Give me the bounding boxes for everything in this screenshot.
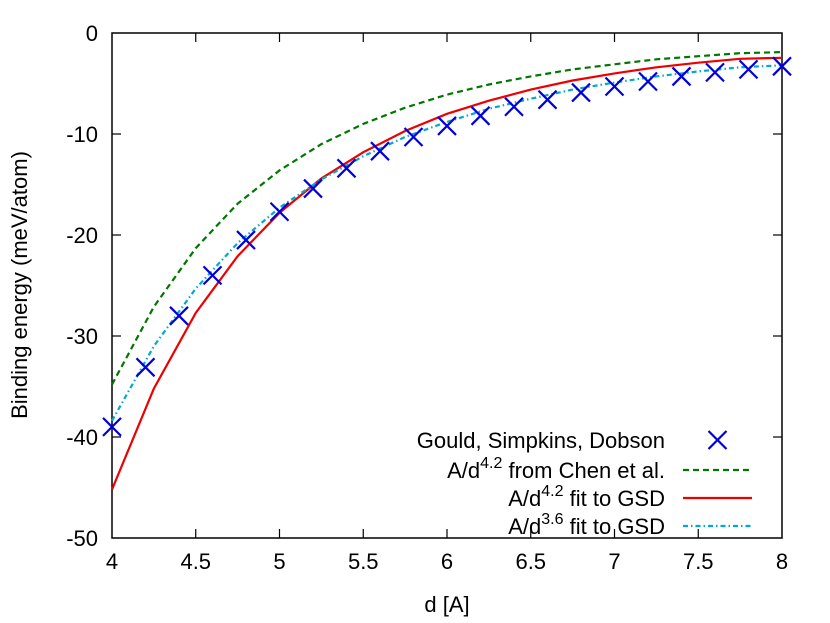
data-point xyxy=(537,89,558,110)
data-point xyxy=(470,106,491,126)
x-tick-label: 5 xyxy=(273,549,285,574)
x-axis-label: d [A] xyxy=(424,592,469,617)
series-line xyxy=(111,64,783,422)
data-point xyxy=(370,141,390,161)
x-tick-label: 4 xyxy=(106,549,118,574)
data-point xyxy=(504,96,524,117)
axis-tick-labels: 4 4.5 5 5.5 6 6.5 7 7.5 8 0 -10 -20 -30 -40 -50 xyxy=(66,21,788,574)
x-tick-label: 6 xyxy=(441,549,453,574)
legend-label: A/d4.2 fit to GSD xyxy=(508,483,665,511)
data-point xyxy=(638,71,658,92)
series-line xyxy=(111,51,783,386)
data-point xyxy=(571,82,591,103)
legend-label: A/d3.6 fit to GSD xyxy=(508,511,665,539)
data-point xyxy=(169,306,189,326)
y-axis-label: Binding energy (meV/atom) xyxy=(7,151,32,419)
data-point xyxy=(269,201,290,222)
x-tick-label: 6.5 xyxy=(515,549,546,574)
data-point xyxy=(135,357,156,378)
y-tick-label: -50 xyxy=(66,526,98,551)
data-point xyxy=(403,127,424,147)
y-tick-label: 0 xyxy=(86,21,98,46)
series-layer xyxy=(102,51,792,490)
x-tick-label: 7.5 xyxy=(683,549,714,574)
data-point xyxy=(202,265,223,286)
data-point xyxy=(772,56,792,77)
data-point xyxy=(336,158,357,179)
series-line xyxy=(110,56,783,490)
data-point xyxy=(705,62,725,83)
data-point xyxy=(437,116,457,136)
x-tick-label: 5.5 xyxy=(348,549,379,574)
x-tick-label: 4.5 xyxy=(180,549,211,574)
data-point xyxy=(738,59,759,80)
x-tick-label: 8 xyxy=(776,549,788,574)
data-point xyxy=(604,76,625,97)
legend-marker-sample xyxy=(707,430,728,450)
y-tick-label: -40 xyxy=(66,425,98,450)
y-tick-label: -10 xyxy=(66,122,98,147)
data-point xyxy=(303,178,323,199)
axis-ticks xyxy=(112,33,782,538)
legend-label: A/d4.2 from Chen et al. xyxy=(447,455,665,483)
legend-label: Gould, Simpkins, Dobson xyxy=(417,428,665,453)
data-point xyxy=(102,417,122,437)
data-point xyxy=(236,230,256,250)
y-tick-label: -20 xyxy=(66,223,98,248)
y-tick-label: -30 xyxy=(66,324,98,349)
data-point xyxy=(671,66,692,87)
x-tick-label: 7 xyxy=(608,549,620,574)
